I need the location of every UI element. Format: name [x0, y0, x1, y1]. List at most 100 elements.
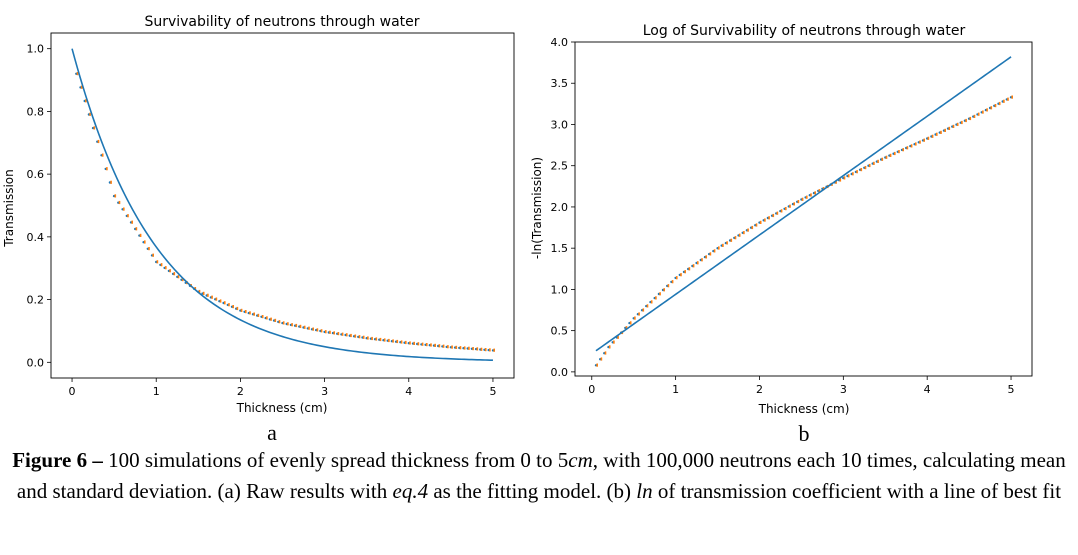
chart-a-errorbar	[139, 233, 142, 237]
chart-a-ytick-label: 0.8	[27, 105, 45, 118]
chart-a-errorbar	[400, 340, 403, 344]
chart-b-errorbar	[676, 276, 678, 280]
chart-b-errorbar	[994, 104, 997, 108]
chart-b-errorbar	[835, 180, 837, 184]
chart-b-errorbar	[969, 116, 972, 121]
chart-b-errorbar	[734, 236, 737, 240]
chart-b-errorbar	[789, 204, 791, 208]
chart-b-errorbar	[692, 264, 695, 268]
chart-a-errorbar	[169, 269, 171, 273]
chart-b-errorbar	[856, 170, 858, 174]
chart-a-errorbar	[371, 336, 373, 341]
chart-b-errorbar	[852, 172, 854, 176]
chart-a-errorbar	[93, 126, 96, 130]
chart-b-frame	[574, 41, 1033, 377]
chart-b-ytick-label: 2.5	[551, 160, 569, 173]
chart-b-xtick-label: 0	[588, 383, 595, 396]
chart-b-errorbar	[894, 151, 896, 156]
chart-a-errorbar	[198, 289, 201, 294]
chart-a-frame	[50, 32, 515, 379]
chart-a-errorbar	[325, 330, 327, 334]
chart-b-xtick-label: 5	[1008, 383, 1015, 396]
chart-b-errorbar	[810, 193, 812, 197]
chart-a-errorbar	[383, 338, 386, 342]
chart-b-errorbar	[625, 326, 628, 330]
chart-a-errorbar	[472, 347, 474, 351]
chart-a-errorbar	[181, 278, 184, 282]
chart-a-errorbar	[308, 326, 310, 330]
chart-a-errorbar	[388, 338, 390, 343]
chart-b-errorbar	[910, 144, 913, 148]
chart-a-ytick-label: 0.2	[27, 294, 45, 307]
chart-b-errorbar	[843, 176, 846, 180]
chart-a-ylabel: Transmission	[2, 169, 16, 248]
chart-b-errorbar	[793, 202, 795, 206]
caption-label: Figure 6 –	[12, 448, 103, 472]
chart-a-errorbar	[219, 299, 222, 303]
chart-a-errorbar	[282, 321, 285, 325]
chart-b-errorbar	[709, 252, 712, 256]
chart-b-errorbar	[684, 270, 686, 274]
chart-a-panel-label: a	[267, 420, 277, 445]
chart-b-errorbar	[818, 189, 821, 193]
chart-a-errorbar	[312, 327, 314, 331]
chart-b-errorbar	[965, 118, 967, 123]
chart-a-errorbar	[434, 343, 436, 347]
chart-a-ytick-label: 0.4	[27, 231, 45, 244]
chart-b-errorbar	[680, 273, 682, 277]
chart-b-errorbar	[1011, 95, 1013, 99]
chart-b-errorbar	[1003, 99, 1005, 103]
chart-a-errorbar	[463, 346, 466, 350]
chart-b-xtick-label: 2	[756, 383, 763, 396]
chart-a-ytick-label: 0.6	[27, 168, 45, 181]
chart-b-errorbar	[759, 220, 762, 224]
chart-a-errorbar	[232, 305, 234, 309]
chart-b-errorbar	[986, 108, 988, 112]
chart-b-errorbar	[868, 163, 871, 168]
chart-b-errorbar	[1007, 97, 1009, 101]
chart-b-errorbar	[650, 300, 653, 304]
chart-a-errorbar	[249, 311, 251, 315]
chart-b-errorbar	[915, 142, 917, 146]
chart-b-errorbar	[596, 363, 598, 367]
chart-a-errorbar	[459, 346, 462, 350]
chart-b-ytick-label: 1.5	[551, 242, 569, 255]
chart-a-errorbar	[228, 303, 230, 307]
chart-b-errorbar	[726, 241, 728, 245]
chart-b-errorbar	[889, 153, 892, 157]
chart-a-errorbar	[215, 297, 218, 301]
caption-text-1: 100 simulations of evenly spread thickne…	[102, 448, 569, 472]
caption-text-3: as the fitting model. (b)	[428, 479, 637, 503]
chart-a-errorbar	[392, 339, 394, 343]
chart-a-errorbar	[135, 227, 138, 231]
chart-b-errorbar	[898, 150, 900, 154]
chart-b-errorbar	[847, 174, 850, 178]
chart-a-errorbar	[253, 312, 255, 316]
chart-b-errorbar	[931, 134, 934, 138]
chart-a-errorbar	[438, 344, 441, 348]
chart-b-ytick-label: 0.0	[551, 366, 569, 379]
chart-b-panel-label: b	[799, 421, 810, 445]
chart-b-errorbar	[839, 178, 842, 182]
chart-a-xtick-label: 1	[153, 385, 160, 398]
chart-a-errorbar	[114, 194, 117, 198]
chart-a-errorbar	[156, 260, 159, 264]
chart-a-errorbar	[127, 214, 129, 218]
chart-a-errorbar	[177, 275, 180, 279]
chart-b-errorbar	[743, 231, 745, 235]
chart-b-errorbar	[638, 312, 640, 316]
chart-b-errorbar	[860, 168, 863, 172]
chart-a-errorbar	[287, 322, 289, 326]
chart-a-errorbar	[358, 335, 361, 339]
chart-b-errorbar	[642, 308, 645, 312]
chart-a-errorbar	[346, 333, 348, 337]
chart-a-errorbar	[447, 345, 449, 349]
chart-a-xtick-label: 3	[321, 385, 328, 398]
chart-a-errorbar	[341, 332, 344, 336]
chart-b-errorbar	[801, 197, 804, 201]
chart-a-errorbar	[173, 272, 176, 276]
chart-a-errorbar	[413, 341, 415, 345]
chart-a-errorbar	[409, 341, 411, 345]
chart-b-errorbar	[948, 126, 951, 130]
chart-b-errorbar	[864, 166, 867, 170]
